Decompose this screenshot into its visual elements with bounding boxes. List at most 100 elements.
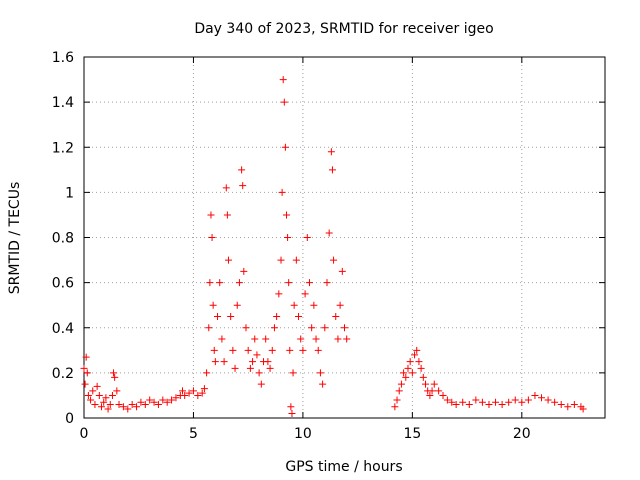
x-tick-label: 0	[80, 426, 89, 442]
data-point	[82, 353, 90, 361]
data-point	[408, 369, 416, 377]
data-point	[124, 405, 132, 413]
data-point	[443, 396, 451, 404]
data-point	[288, 409, 296, 417]
data-point	[113, 387, 121, 395]
data-point	[194, 391, 202, 399]
data-point	[297, 335, 305, 343]
data-point	[538, 394, 546, 402]
data-point	[89, 387, 97, 395]
data-point	[395, 387, 403, 395]
data-point	[128, 400, 136, 408]
data-point	[98, 403, 106, 411]
data-point	[80, 364, 88, 372]
data-point	[141, 400, 149, 408]
data-point	[564, 403, 572, 411]
y-tick-label: 0.2	[52, 366, 74, 382]
data-point	[238, 166, 246, 174]
data-point	[472, 396, 480, 404]
data-point	[485, 400, 493, 408]
data-point	[404, 364, 412, 372]
y-axis-label: SRMTID / TECUs	[7, 182, 23, 295]
data-point	[343, 335, 351, 343]
data-point	[430, 380, 438, 388]
y-tick-label: 0.4	[52, 321, 74, 337]
data-point	[83, 369, 91, 377]
data-point	[209, 301, 217, 309]
data-point	[321, 324, 329, 332]
x-tick-label: 5	[189, 426, 198, 442]
data-point	[207, 211, 215, 219]
data-point	[413, 346, 421, 354]
data-point	[338, 267, 346, 275]
data-point	[505, 398, 513, 406]
data-point	[214, 312, 222, 320]
data-point	[314, 346, 322, 354]
x-tick-label: 10	[294, 426, 312, 442]
data-point	[154, 400, 162, 408]
data-point	[312, 335, 320, 343]
data-point	[419, 373, 427, 381]
y-tick-labels: 0 0.2 0.4 0.6 0.8 1 1.2 1.4 1.6	[52, 50, 74, 427]
data-point	[137, 398, 145, 406]
data-point	[146, 396, 154, 404]
data-point	[198, 389, 206, 397]
data-point	[330, 256, 338, 264]
data-point	[310, 301, 318, 309]
data-point	[285, 279, 293, 287]
data-point	[268, 346, 276, 354]
data-point	[336, 301, 344, 309]
y-tick-label: 0	[65, 411, 74, 427]
data-point	[524, 396, 532, 404]
data-point	[257, 380, 265, 388]
data-point	[531, 391, 539, 399]
data-point	[224, 256, 232, 264]
data-point	[511, 396, 519, 404]
data-point	[459, 398, 467, 406]
grid-lines	[84, 57, 605, 418]
data-point	[303, 234, 311, 241]
data-point	[282, 211, 290, 219]
data-point	[244, 346, 252, 354]
data-point	[277, 256, 285, 264]
data-point	[435, 387, 443, 395]
data-point	[262, 335, 270, 343]
data-point	[406, 358, 414, 366]
data-point	[323, 279, 331, 287]
x-axis-label: GPS time / hours	[285, 459, 402, 475]
data-point	[325, 229, 333, 237]
data-point	[498, 400, 506, 408]
y-tick-label: 1.6	[52, 50, 74, 66]
data-point	[220, 358, 228, 366]
data-point	[281, 143, 289, 151]
data-point	[111, 373, 119, 381]
data-point	[223, 211, 231, 219]
axis-ticks	[83, 56, 605, 419]
data-point	[81, 380, 89, 388]
data-point	[200, 385, 208, 393]
data-point	[299, 346, 307, 354]
data-point	[439, 391, 447, 399]
y-tick-label: 1.4	[52, 95, 74, 111]
data-point	[95, 391, 103, 399]
data-point	[168, 396, 176, 404]
data-point	[203, 369, 211, 377]
data-point	[417, 364, 425, 372]
data-point	[579, 405, 587, 413]
data-point	[278, 188, 286, 196]
data-point	[115, 400, 123, 408]
data-point	[295, 312, 303, 320]
data-point	[397, 380, 405, 388]
y-tick-label: 1	[65, 185, 74, 201]
data-point	[93, 382, 101, 390]
chart-title: Day 340 of 2023, SRMTID for receiver ige…	[194, 21, 493, 37]
data-point	[544, 396, 552, 404]
data-point	[104, 405, 112, 413]
data-point	[133, 403, 141, 411]
data-point	[210, 346, 218, 354]
data-point	[163, 398, 171, 406]
data-point	[301, 290, 309, 298]
y-tick-label: 1.2	[52, 140, 74, 156]
y-tick-label: 0.6	[52, 276, 74, 292]
